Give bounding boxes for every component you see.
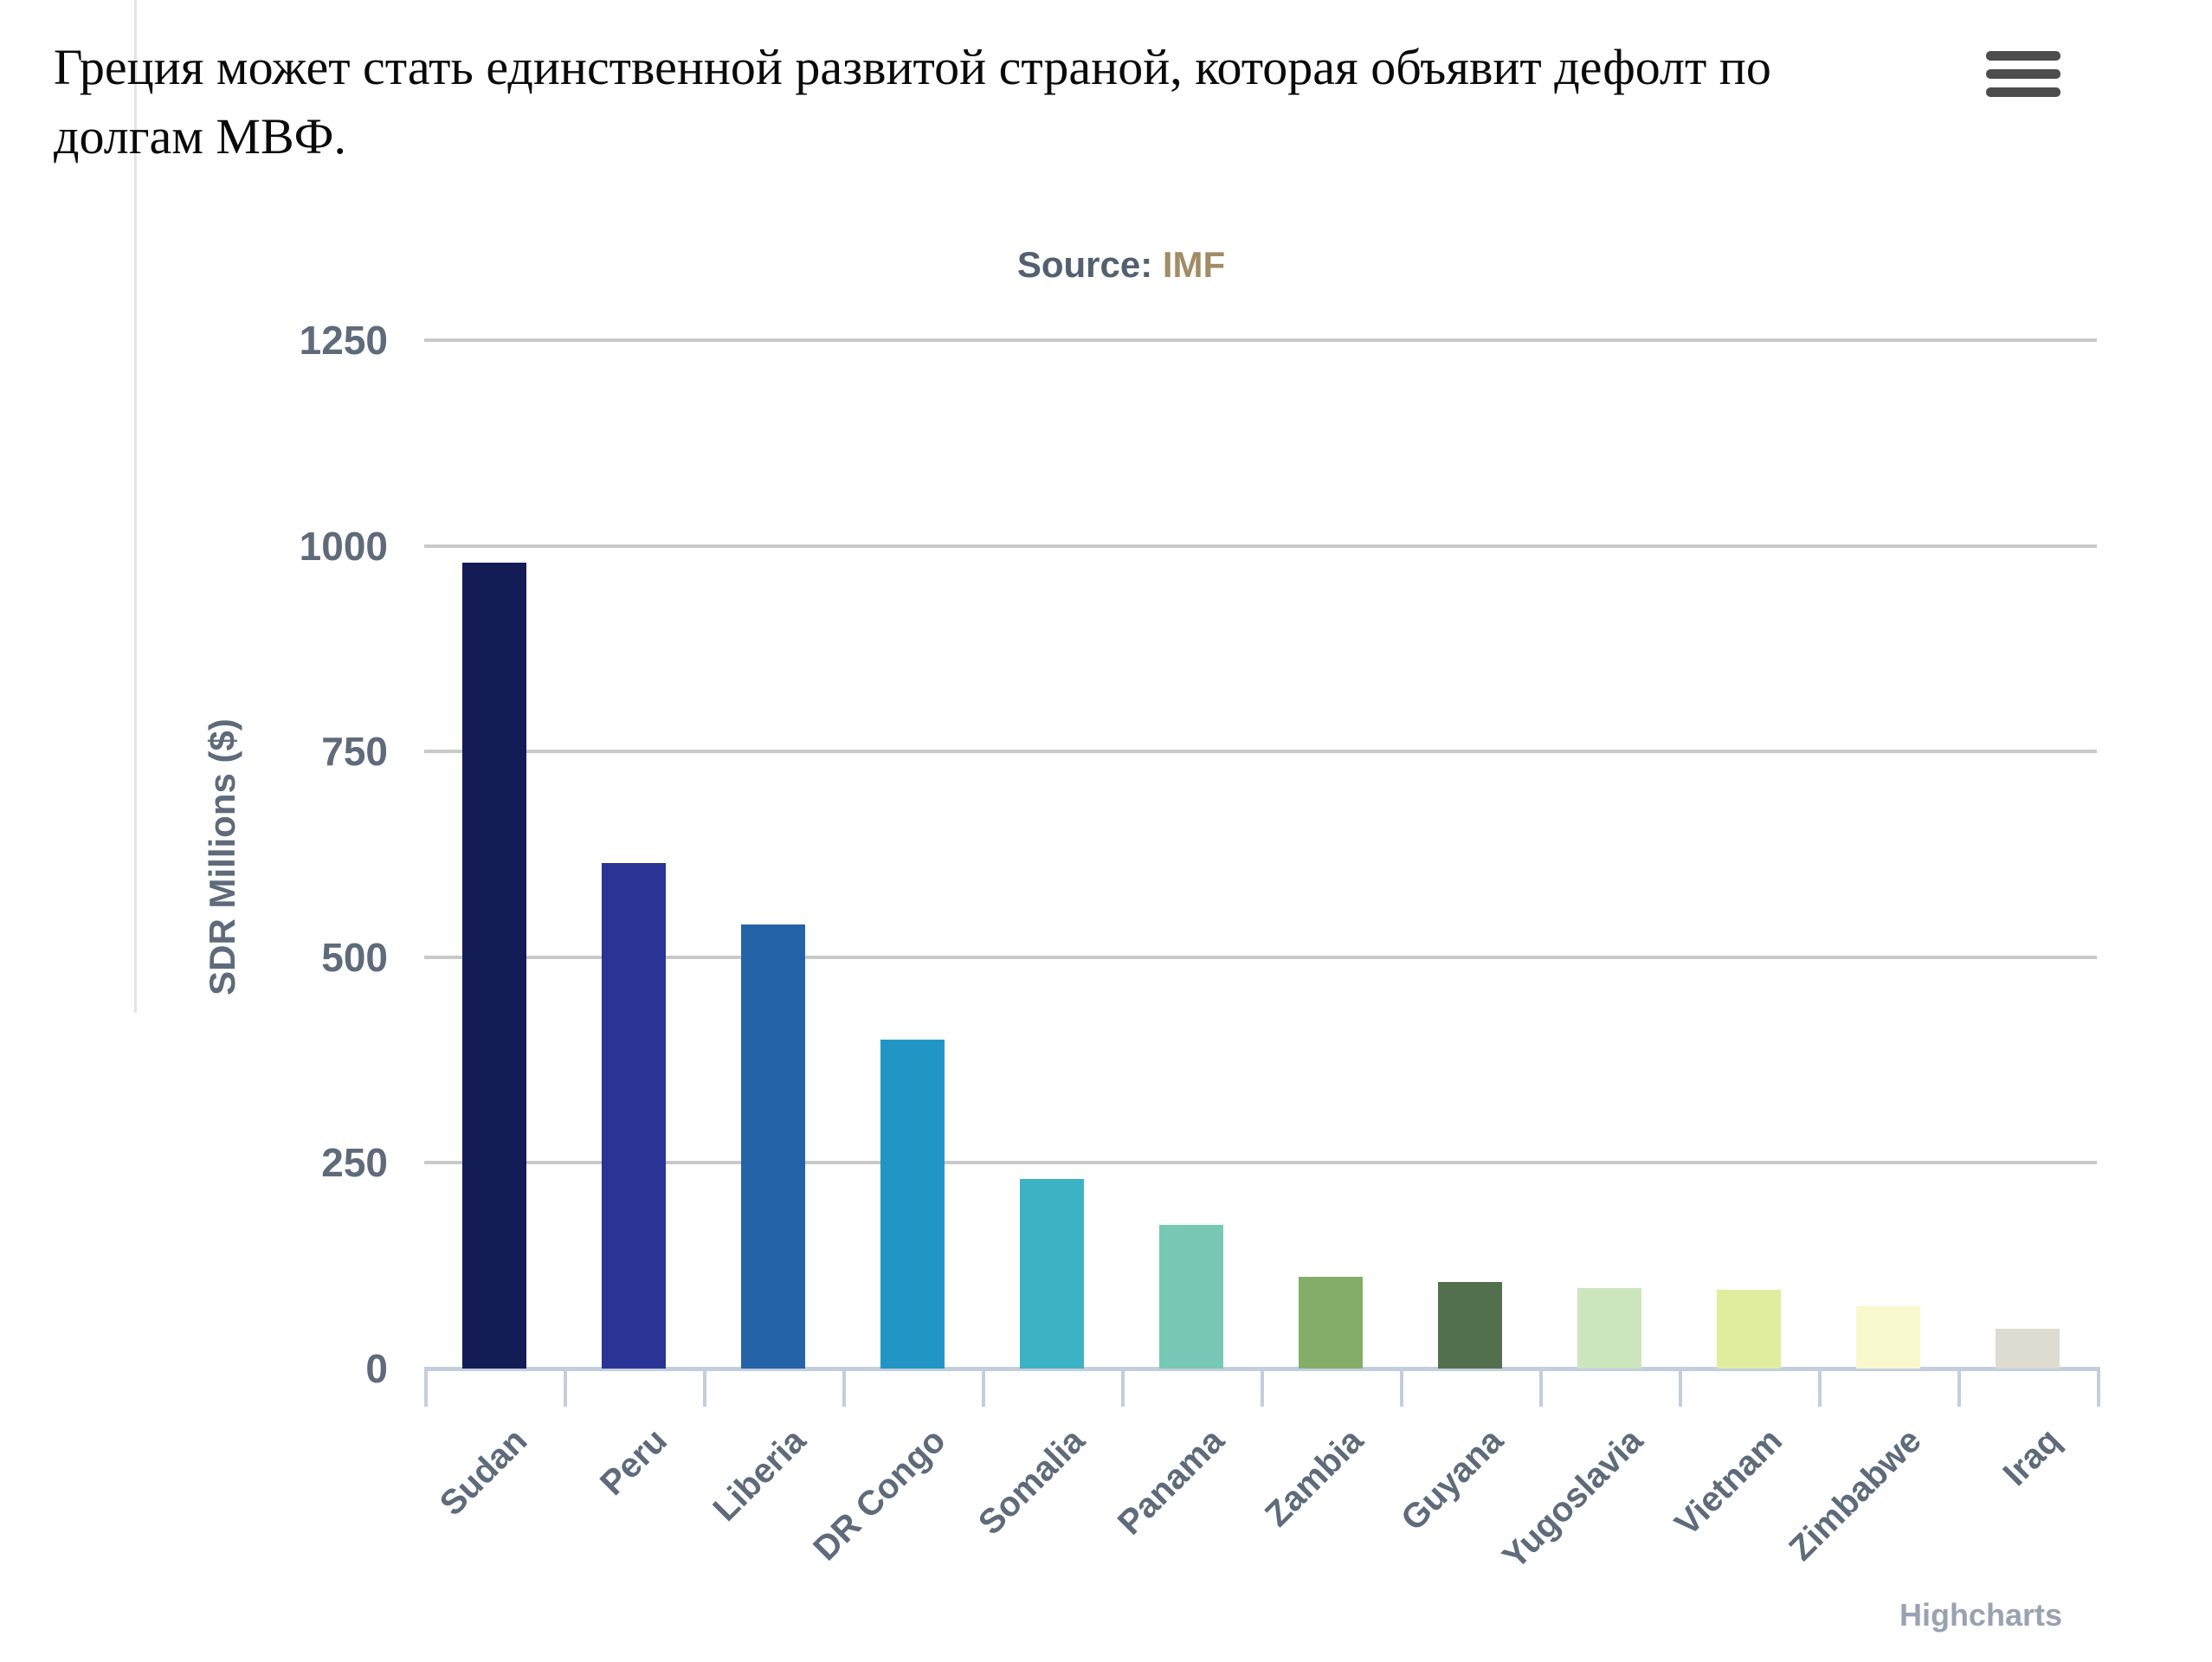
bar-liberia[interactable] bbox=[740, 924, 805, 1369]
x-label-zambia: Zambia bbox=[1258, 1421, 1371, 1535]
gridline-750 bbox=[424, 750, 2097, 754]
subtitle-source-link[interactable]: IMF bbox=[1162, 244, 1226, 285]
gridline-1000 bbox=[424, 544, 2097, 548]
y-tick-label-0: 0 bbox=[365, 1346, 388, 1391]
x-tick-10 bbox=[1818, 1369, 1822, 1407]
x-tick-12 bbox=[2097, 1369, 2100, 1407]
x-label-guyana: Guyana bbox=[1393, 1421, 1511, 1538]
page-title: Греция может стать единственной развитой… bbox=[54, 39, 1771, 164]
y-tick-label-1250: 1250 bbox=[299, 318, 388, 363]
bar-peru[interactable] bbox=[601, 862, 666, 1369]
y-tick-label-500: 500 bbox=[321, 934, 388, 980]
x-tick-11 bbox=[1957, 1369, 1961, 1407]
x-tick-1 bbox=[564, 1369, 567, 1407]
bar-vietnam[interactable] bbox=[1716, 1289, 1781, 1369]
gridline-250 bbox=[424, 1161, 2097, 1165]
x-label-peru: Peru bbox=[592, 1421, 674, 1504]
embed-left-border-line bbox=[134, 0, 137, 1013]
x-tick-0 bbox=[424, 1369, 428, 1407]
y-tick-label-750: 750 bbox=[321, 729, 388, 775]
x-tick-5 bbox=[1121, 1369, 1125, 1407]
x-label-vietnam: Vietnam bbox=[1667, 1421, 1790, 1543]
x-tick-7 bbox=[1400, 1369, 1403, 1407]
bar-somalia[interactable] bbox=[1019, 1179, 1084, 1369]
x-tick-6 bbox=[1261, 1369, 1264, 1407]
hamburger-icon bbox=[1986, 50, 2064, 97]
gridline-500 bbox=[424, 955, 2097, 959]
x-label-liberia: Liberia bbox=[706, 1421, 814, 1529]
x-tick-3 bbox=[842, 1369, 846, 1407]
x-label-somalia: Somalia bbox=[971, 1421, 1093, 1543]
x-tick-8 bbox=[1539, 1369, 1543, 1407]
bar-yugoslavia[interactable] bbox=[1577, 1287, 1641, 1369]
x-label-sudan: Sudan bbox=[433, 1421, 535, 1524]
bar-iraq[interactable] bbox=[1995, 1329, 2060, 1369]
x-tick-2 bbox=[703, 1369, 706, 1407]
bar-zimbabwe[interactable] bbox=[1855, 1305, 1920, 1369]
gridline-1250 bbox=[424, 338, 2097, 342]
bar-dr-congo[interactable] bbox=[880, 1039, 945, 1369]
chart-subtitle: Source: IMF bbox=[0, 244, 2212, 286]
y-tick-label-1000: 1000 bbox=[299, 523, 388, 569]
x-tick-4 bbox=[982, 1369, 985, 1407]
x-label-iraq: Iraq bbox=[1996, 1421, 2068, 1493]
x-label-dr-congo: DR Congo bbox=[806, 1421, 953, 1569]
chart-context-menu-button[interactable] bbox=[1986, 50, 2064, 106]
bar-sudan[interactable] bbox=[461, 562, 526, 1369]
y-tick-label-250: 250 bbox=[321, 1140, 388, 1186]
bar-guyana[interactable] bbox=[1437, 1282, 1502, 1369]
x-tick-9 bbox=[1679, 1369, 1682, 1407]
subtitle-source-label: Source: bbox=[1016, 244, 1153, 285]
x-label-yugoslavia: Yugoslavia bbox=[1494, 1421, 1650, 1576]
bar-zambia[interactable] bbox=[1298, 1276, 1363, 1369]
x-label-panama: Panama bbox=[1111, 1421, 1232, 1543]
highcharts-credit-link[interactable]: Highcharts bbox=[1899, 1597, 2062, 1633]
bar-panama[interactable] bbox=[1158, 1224, 1223, 1369]
x-label-zimbabwe: Zimbabwe bbox=[1782, 1421, 1929, 1569]
